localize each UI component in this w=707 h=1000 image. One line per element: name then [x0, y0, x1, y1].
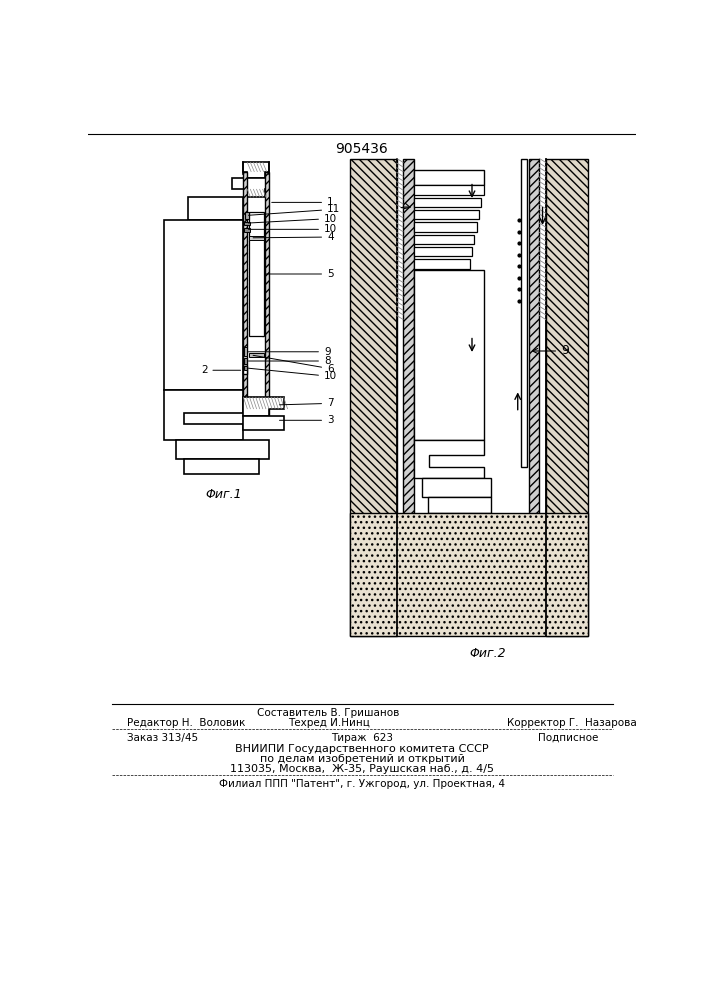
Polygon shape [414, 222, 477, 232]
Text: 10: 10 [248, 224, 337, 234]
Bar [403, 158, 414, 597]
Bar [244, 366, 247, 370]
Text: Подписное: Подписное [538, 733, 598, 743]
Text: Заказ 313/45: Заказ 313/45 [127, 733, 198, 743]
Text: Техред И.Нинц: Техред И.Нинц [288, 718, 370, 728]
Bar [184, 459, 259, 474]
Text: ВНИИПИ Государственного комитета СССР: ВНИИПИ Государственного комитета СССР [235, 744, 489, 754]
Bar [249, 353, 264, 357]
Text: 9: 9 [248, 347, 331, 357]
Text: Корректор Г.  Назарова: Корректор Г. Назарова [507, 718, 636, 728]
Text: 4: 4 [253, 232, 334, 242]
Text: 2: 2 [201, 365, 240, 375]
Bar [244, 347, 247, 356]
Bar [351, 158, 397, 636]
Bar [521, 158, 527, 466]
Bar [176, 440, 269, 459]
Bar [529, 158, 539, 597]
Bar [421, 478, 491, 497]
Polygon shape [414, 259, 469, 269]
Text: Составитель В. Гришанов: Составитель В. Гришанов [257, 708, 400, 718]
Polygon shape [414, 210, 479, 219]
Polygon shape [414, 185, 484, 195]
Polygon shape [414, 198, 481, 207]
Text: Редактор Н.  Воловик: Редактор Н. Воловик [127, 718, 245, 728]
Text: 113035, Москва,  Ж-35, Раушская наб., д. 4/5: 113035, Москва, Ж-35, Раушская наб., д. … [230, 764, 494, 774]
Polygon shape [232, 178, 269, 197]
Bar [351, 513, 588, 636]
Text: 9: 9 [532, 344, 569, 358]
Text: 10: 10 [248, 214, 337, 224]
Polygon shape [164, 389, 243, 440]
Text: 1: 1 [271, 197, 334, 207]
Polygon shape [414, 235, 474, 244]
Bar [244, 358, 247, 364]
Bar [546, 158, 588, 636]
Bar [414, 270, 484, 440]
Polygon shape [243, 162, 269, 178]
Text: 3: 3 [279, 415, 334, 425]
Text: 11: 11 [248, 204, 340, 215]
Polygon shape [243, 172, 247, 424]
Polygon shape [243, 366, 247, 374]
Bar [428, 497, 491, 513]
Polygon shape [414, 247, 472, 256]
Bar [243, 416, 284, 430]
Polygon shape [187, 197, 243, 220]
Bar [249, 235, 264, 240]
Polygon shape [243, 397, 284, 416]
Text: 5: 5 [267, 269, 334, 279]
Text: 10: 10 [248, 368, 337, 381]
Text: 905436: 905436 [336, 142, 388, 156]
Text: Филиал ППП "Патент", г. Ужгород, ул. Проектная, 4: Филиал ППП "Патент", г. Ужгород, ул. Про… [219, 779, 505, 789]
Text: Тираж  623: Тираж 623 [331, 733, 393, 743]
Bar [245, 212, 249, 219]
Text: по делам изобретений и открытий: по делам изобретений и открытий [259, 754, 464, 764]
Bar [164, 220, 243, 389]
Bar [244, 228, 250, 232]
Polygon shape [414, 440, 484, 478]
Text: 7: 7 [279, 398, 334, 408]
Bar [244, 222, 250, 225]
Polygon shape [265, 172, 269, 424]
Text: 8: 8 [248, 356, 331, 366]
Text: 6: 6 [253, 355, 334, 374]
Text: Φиг.2: Φиг.2 [469, 647, 506, 660]
Text: Φиг.1: Φиг.1 [206, 488, 243, 501]
Bar [249, 212, 264, 336]
Polygon shape [414, 170, 484, 185]
